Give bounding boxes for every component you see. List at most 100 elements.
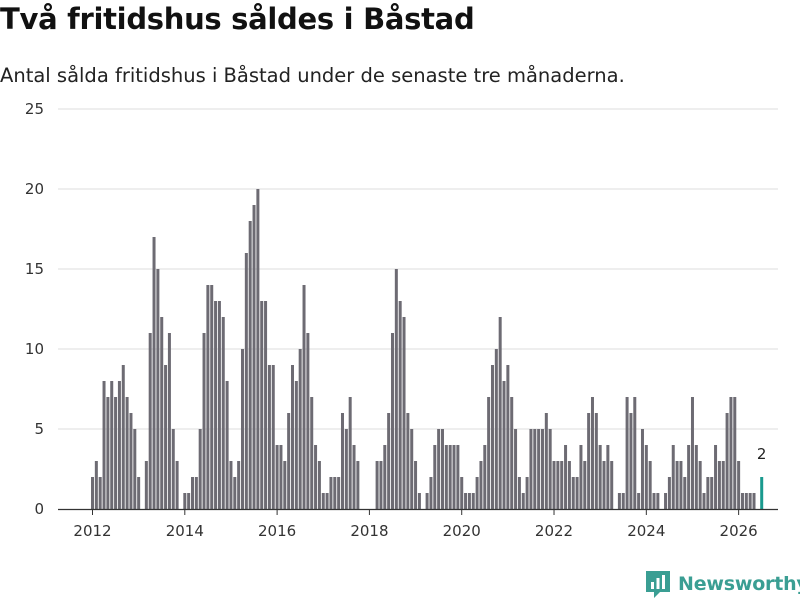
y-axis-ticks: 0 5 10 15 20 25	[25, 100, 44, 518]
bar	[283, 461, 287, 509]
bar	[133, 429, 137, 509]
chart-title: Två fritidshus såldes i Båstad	[0, 2, 475, 36]
bar	[160, 317, 164, 509]
bar	[164, 365, 168, 509]
bar	[91, 477, 94, 509]
bar	[583, 461, 587, 509]
bar	[667, 477, 671, 509]
bar	[564, 445, 568, 509]
bar	[625, 397, 629, 509]
bar	[202, 333, 206, 509]
bar	[198, 429, 202, 509]
bar	[137, 477, 141, 509]
bar	[498, 317, 502, 509]
bar	[352, 445, 356, 509]
bar	[644, 445, 648, 509]
x-tick-label: 2012	[73, 522, 111, 540]
bar	[679, 461, 683, 509]
bar	[725, 413, 729, 509]
bar	[567, 461, 571, 509]
bar	[217, 301, 221, 509]
bar	[452, 445, 456, 509]
bar	[467, 493, 471, 509]
bar	[348, 397, 352, 509]
bar	[121, 365, 125, 509]
bar	[487, 397, 491, 509]
bar	[356, 461, 360, 509]
bar	[117, 381, 121, 509]
bar	[629, 413, 633, 509]
bar	[414, 461, 418, 509]
bar	[337, 477, 341, 509]
bar	[383, 445, 387, 509]
bar	[544, 413, 548, 509]
bar	[471, 493, 475, 509]
bar	[314, 445, 318, 509]
bar	[294, 381, 298, 509]
bar	[698, 461, 702, 509]
x-tick-label: 2020	[443, 522, 481, 540]
bar	[752, 493, 756, 509]
bar	[287, 413, 291, 509]
bar	[502, 381, 506, 509]
bar	[398, 301, 402, 509]
bar	[433, 445, 437, 509]
bar	[271, 365, 275, 509]
bar	[390, 333, 394, 509]
bar	[529, 429, 533, 509]
chart-subtitle: Antal sålda fritidshus i Båstad under de…	[0, 64, 625, 87]
bar	[252, 205, 256, 509]
bar	[194, 477, 198, 509]
bar	[275, 445, 279, 509]
grid-lines	[58, 108, 778, 430]
bar	[579, 445, 583, 509]
bar	[525, 477, 529, 509]
bar	[344, 429, 348, 509]
bar	[648, 461, 652, 509]
bar	[144, 461, 148, 509]
bar	[464, 493, 468, 509]
bar	[683, 477, 687, 509]
bar	[206, 285, 210, 509]
newsworthy-brand[interactable]: Newsworthy	[644, 569, 800, 599]
bar	[340, 413, 344, 509]
bar	[456, 445, 460, 509]
bar	[714, 445, 718, 509]
bar	[748, 493, 752, 509]
bar	[333, 477, 337, 509]
bar	[440, 429, 444, 509]
bar	[129, 413, 133, 509]
bar	[687, 445, 691, 509]
bar	[171, 429, 175, 509]
bar	[106, 397, 110, 509]
x-tick-label: 2016	[258, 522, 296, 540]
bar-latest	[760, 477, 764, 509]
bar	[494, 349, 498, 509]
x-tick-label: 2022	[535, 522, 573, 540]
bar	[210, 285, 214, 509]
bar	[610, 461, 614, 509]
bar	[598, 445, 602, 509]
bar	[98, 477, 102, 509]
bar	[152, 237, 156, 509]
newsworthy-logo-icon	[646, 571, 670, 598]
bar	[690, 397, 694, 509]
bar	[448, 445, 452, 509]
bar	[256, 189, 260, 509]
bar	[225, 381, 229, 509]
bar	[156, 269, 160, 509]
bar	[379, 461, 383, 509]
bar	[279, 445, 283, 509]
bar	[602, 461, 606, 509]
bar	[702, 493, 706, 509]
bar	[744, 493, 748, 509]
bar	[533, 429, 537, 509]
x-tick-label: 2024	[627, 522, 665, 540]
bar	[306, 333, 310, 509]
bar	[325, 493, 329, 509]
bar	[571, 477, 575, 509]
bar	[221, 317, 225, 509]
bar	[621, 493, 625, 509]
bar	[556, 461, 560, 509]
